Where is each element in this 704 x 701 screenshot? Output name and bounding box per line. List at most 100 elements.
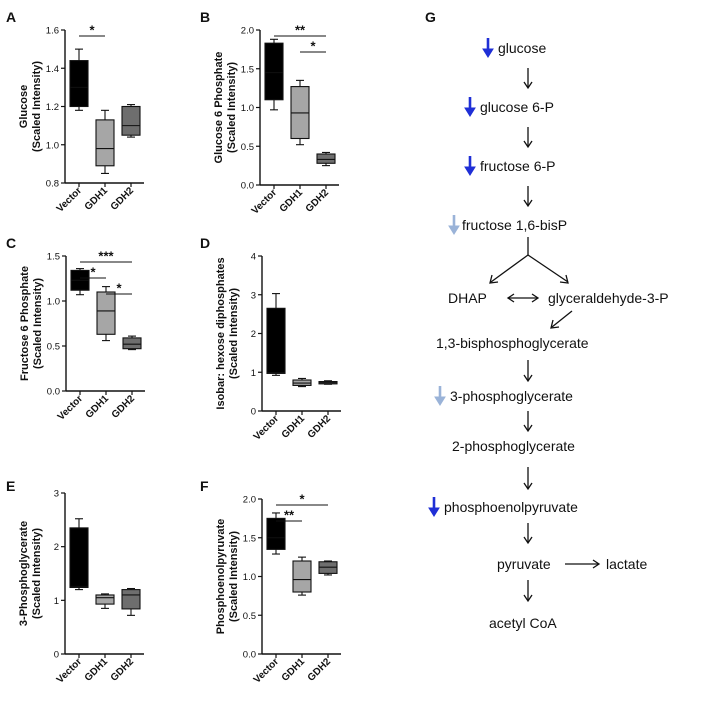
change-arrow-head [464,166,476,176]
panel-letter-b: B [200,9,210,25]
x-tick-label-vector: Vector [55,656,84,685]
y-axis-label: Isobar: hexose diphosphates [215,257,227,409]
y-tick-label: 1.4 [46,64,59,75]
significance-bracket: * [106,281,132,296]
arrowhead-split-to-dhap [489,274,499,284]
node-3-phosphoglycerate: 3-phosphoglycerate [450,388,573,404]
arrowhead-pep-to-pyruvate [523,536,533,545]
box-gdh2 [121,587,141,616]
arrowhead-split-to-g3p [559,274,569,284]
x-tick-label-vector: Vector [56,393,85,422]
node-acetyl-coa: acetyl CoA [489,615,557,631]
arrow-g3p-to-bpg [551,310,573,328]
significance-bracket: * [276,492,328,507]
x-tick-label-gdh1: GDH1 [83,185,111,213]
arrowhead-pyruvate-to-lactate [592,559,601,569]
box-gdh1 [292,377,312,388]
y-tick-label: 1.0 [241,103,254,114]
panel-letter-c: C [6,235,16,251]
panel-a: A 0.8 1.0 1.2 1.4 1.6 Glucose (Scaled Intensity… [6,9,144,215]
significance-label: * [89,23,95,38]
x-tick-label-gdh1: GDH1 [84,393,112,421]
y-tick-label: 0.8 [46,179,59,190]
significance-bracket: ** [274,23,326,38]
y-tick-label: 1.6 [46,26,59,37]
significance-label: * [116,281,122,296]
arrowhead-2pg-to-pep [523,482,533,491]
y-tick-label: 0.5 [241,142,254,153]
panel-d: D 0 1 2 3 4 Isobar: hexose diphosphates (Scaled… [200,235,341,443]
box-gdh1 [95,593,115,609]
node-phosphoenolpyruvate: phosphoenolpyruvate [444,499,578,515]
y-axis-label: (Scaled Intensity) [228,531,240,622]
arrowhead-bpg-to-3pg [523,374,533,383]
decrease-arrow-glucose [482,38,494,58]
arrowhead-exchange-left [506,293,515,303]
x-tick-label-gdh1: GDH1 [280,413,308,441]
box-body [95,119,115,167]
significance-bracket: ** [276,508,302,523]
y-tick-label: 1.5 [47,252,60,263]
y-tick-label: 1.0 [47,297,60,308]
y-tick-label: 0.0 [241,181,254,192]
box-body [122,337,142,350]
reaction-arrows [489,68,601,603]
panel-c: C 0.0 0.5 1.0 1.5 Fructose 6 Phosphate (Scaled… [6,235,145,423]
box-gdh1 [292,556,312,596]
x-tick-label-gdh2: GDH2 [109,185,137,213]
panel-b: B 0.0 0.5 1.0 1.5 2.0 Glucose 6 Phosphate (Scal… [200,9,339,217]
arrowhead-pyruvate-to-acetyl-coa [523,594,533,603]
node-lactate: lactate [606,556,647,572]
node-glyceraldehyde-3-p: glyceraldehyde-3-P [548,290,669,306]
arrowhead-f6p-to-f16bp [523,199,533,208]
decrease-arrow-fructose-1-6-bisp [448,215,460,235]
significance-bracket: * [80,265,106,280]
box-gdh2 [318,560,338,576]
panel-e: E 0 1 2 3 3-Phosphoglycerate (Scaled Intensity… [6,478,144,686]
arrowhead-g6p-to-f6p [523,140,533,149]
x-tick-label-gdh2: GDH2 [109,656,137,684]
box-body [121,589,141,610]
significance-bracket: * [79,23,105,38]
y-tick-label: 1.5 [241,64,254,75]
x-tick-label-vector: Vector [55,185,84,214]
y-tick-label: 0.0 [47,387,60,398]
box-gdh1 [96,286,116,342]
x-tick-label-gdh2: GDH2 [110,393,138,421]
box-body [266,517,286,550]
node-fructose-1-6-bisp: fructose 1,6-bisP [462,217,567,233]
panel-letter-g: G [425,9,436,25]
box-vector [69,48,89,111]
panel-f: F 0.0 0.5 1.0 1.5 2.0 Phosphoenolpyruvate (Scal… [200,478,341,686]
box-gdh2 [122,335,142,351]
significance-label: * [299,492,305,507]
y-tick-label: 0 [54,650,59,661]
y-tick-label: 4 [251,252,256,263]
arrowhead-3pg-to-2pg [523,424,533,433]
node-dhap: DHAP [448,290,487,306]
x-tick-label-vector: Vector [250,187,279,216]
y-tick-label: 1 [54,596,59,607]
box-gdh2 [316,151,336,167]
x-tick-label-gdh2: GDH2 [304,187,332,215]
significance-label: ** [295,23,306,38]
significance-label: *** [98,249,114,264]
y-tick-label: 1.0 [243,572,256,583]
y-axis-label: Phosphoenolpyruvate [215,519,227,635]
significance-bracket: *** [80,249,132,264]
x-tick-label-gdh1: GDH1 [278,187,306,215]
panel-letter-f: F [200,478,209,494]
box-body [96,291,116,335]
y-axis-label: 3-Phosphoglycerate [18,521,30,626]
significance-label: ** [284,508,295,523]
change-arrow-head [464,107,476,117]
decrease-arrow-3-phosphoglycerate [434,386,446,406]
y-tick-label: 1.0 [46,140,59,151]
panel-letter-e: E [6,478,15,494]
box-body [266,307,286,374]
panel-letter-a: A [6,9,16,25]
y-tick-label: 1.2 [46,102,59,113]
node-glucose-6-p: glucose 6-P [480,99,554,115]
box-body [69,60,89,108]
